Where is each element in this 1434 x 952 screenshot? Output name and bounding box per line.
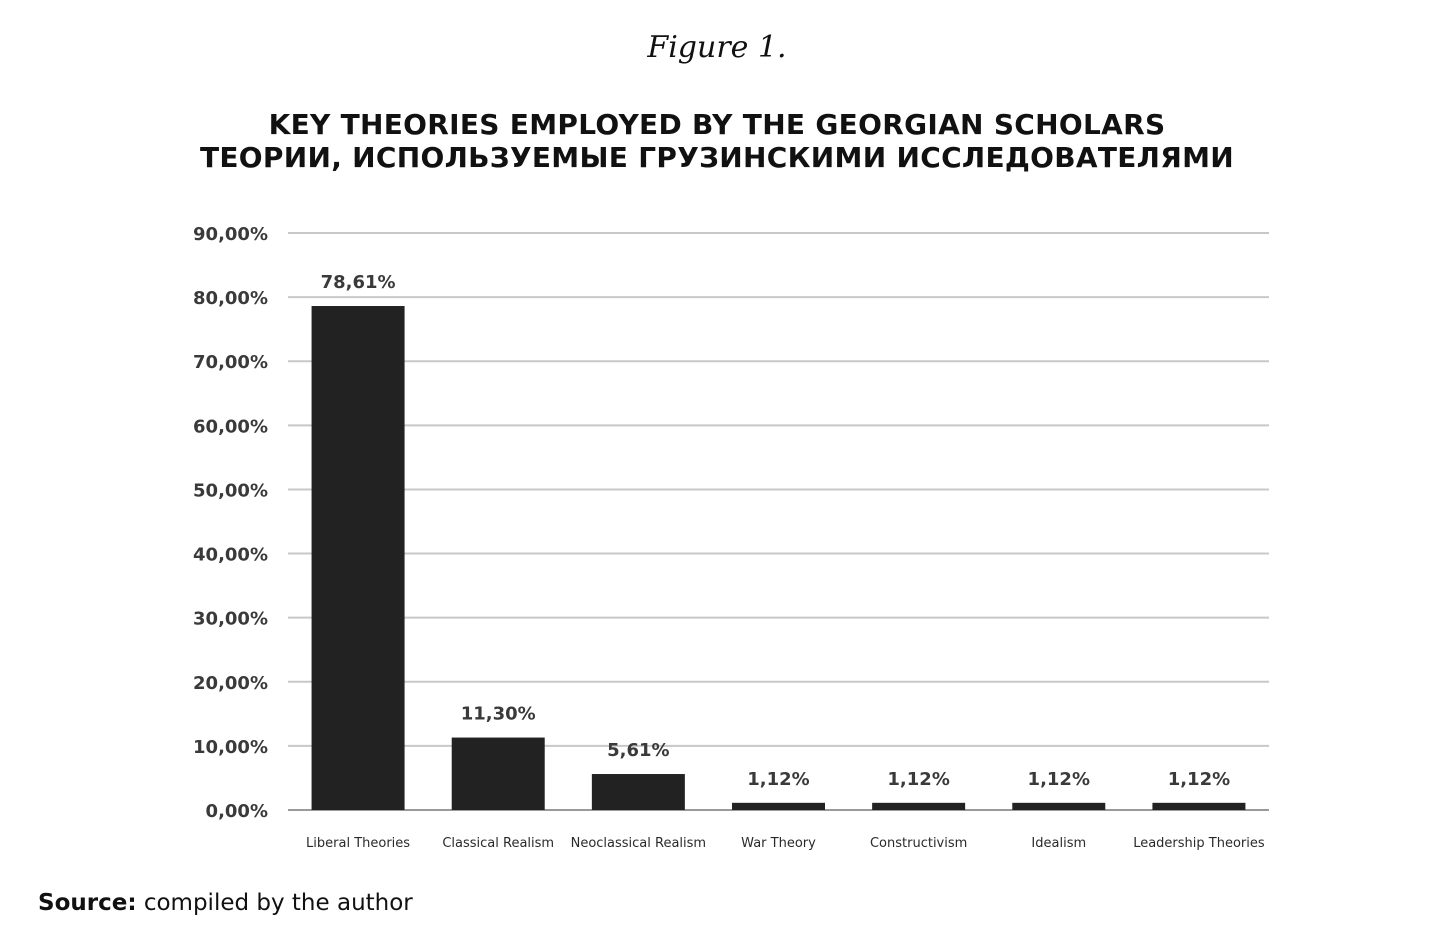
chart-subtitle: ТЕОРИИ, ИСПОЛЬЗУЕМЫЕ ГРУЗИНСКИМИ ИССЛЕДО…	[199, 141, 1234, 174]
x-tick-label: War Theory	[741, 836, 816, 851]
x-tick-label: Leadership Theories	[1133, 836, 1265, 851]
bar-data-label: 1,12%	[1028, 769, 1090, 790]
bar-data-label: 1,12%	[1168, 769, 1230, 790]
y-tick-label: 80,00%	[193, 288, 268, 309]
bar-data-label: 1,12%	[747, 769, 809, 790]
bar	[872, 802, 966, 810]
y-tick-label: 40,00%	[193, 545, 268, 566]
y-tick-label: 30,00%	[193, 609, 268, 630]
x-tick-label: Idealism	[1031, 836, 1086, 851]
x-tick-label: Liberal Theories	[306, 836, 410, 851]
x-tick-label: Neoclassical Realism	[571, 836, 707, 851]
bar-data-label: 1,12%	[887, 769, 949, 790]
y-tick-label: 70,00%	[193, 352, 268, 373]
chart-title: KEY THEORIES EMPLOYED BY THE GEORGIAN SC…	[268, 108, 1166, 141]
grid-lines	[288, 232, 1269, 811]
y-tick-label: 10,00%	[193, 737, 268, 758]
bar-data-labels: 78,61% 11,30% 5,61% 1,12% 1,12% 1,12% 1,12%	[321, 272, 1231, 790]
y-tick-label: 60,00%	[193, 416, 268, 437]
bar	[1152, 802, 1246, 810]
bar	[732, 802, 825, 810]
bar-chart: 0,00% 10,00% 20,00% 30,00% 40,00% 50,00% 60,00…	[193, 224, 1269, 851]
bar	[591, 774, 685, 810]
source-text: compiled by the author	[143, 890, 413, 916]
chart-title-block: KEY THEORIES EMPLOYED BY THE GEORGIAN SC…	[0, 108, 1434, 174]
bars	[311, 306, 1246, 810]
bar	[1012, 802, 1106, 810]
bar-data-label: 5,61%	[607, 740, 669, 761]
x-tick-label: Constructivism	[870, 836, 967, 851]
bar	[311, 306, 405, 810]
y-axis-tick-labels: 0,00% 10,00% 20,00% 30,00% 40,00% 50,00% 60,00…	[193, 224, 268, 822]
y-tick-label: 90,00%	[193, 224, 268, 245]
y-tick-label: 0,00%	[206, 801, 268, 822]
bar	[451, 737, 545, 810]
bar-data-label: 11,30%	[461, 704, 536, 725]
y-tick-label: 50,00%	[193, 480, 268, 501]
x-tick-label: Classical Realism	[442, 836, 554, 851]
y-tick-label: 20,00%	[193, 673, 268, 694]
source-label: Source:	[38, 890, 137, 916]
source-note: Source: compiled by the author	[38, 890, 413, 916]
x-axis-tick-labels: Liberal Theories Classical Realism Neoclas…	[306, 836, 1265, 851]
bar-data-label: 78,61%	[321, 272, 396, 293]
figure-label: Figure 1.	[647, 30, 787, 65]
